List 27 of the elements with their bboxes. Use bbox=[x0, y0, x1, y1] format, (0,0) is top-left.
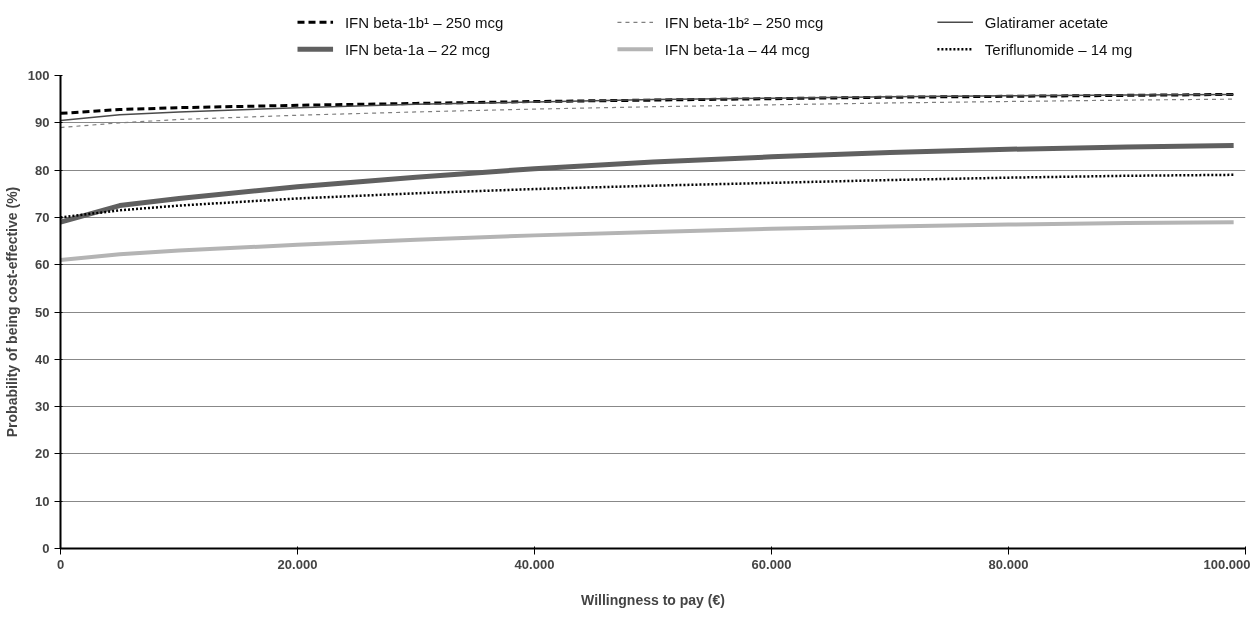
x-tick-label: 60.000 bbox=[751, 556, 792, 572]
y-tick-label: 90 bbox=[35, 115, 50, 131]
y-tick-label: 50 bbox=[35, 304, 50, 320]
y-tick-label: 0 bbox=[42, 541, 50, 556]
y-tick-label: 80 bbox=[35, 162, 50, 178]
line-series bbox=[60, 93, 1235, 122]
legend-label: Teriflunomide – 14 mg bbox=[984, 40, 1133, 58]
x-tick-label: 40.000 bbox=[514, 556, 555, 572]
x-tick-label: 80.000 bbox=[988, 556, 1029, 572]
y-tick-label: 30 bbox=[35, 399, 50, 415]
legend-label: IFN beta-1b¹ – 250 mcg bbox=[344, 13, 504, 31]
y-tick-label: 70 bbox=[35, 209, 50, 225]
x-axis-title: Willingness to pay (€) bbox=[581, 591, 725, 608]
legend-label: IFN beta-1b² – 250 mcg bbox=[664, 13, 824, 31]
x-tick-label: 100.000 bbox=[1203, 556, 1251, 572]
y-tick-label: 40 bbox=[35, 351, 50, 367]
line-series bbox=[60, 220, 1236, 262]
y-tick-label: 60 bbox=[35, 257, 50, 273]
x-tick-label: 20.000 bbox=[277, 556, 318, 572]
y-tick-label: 100 bbox=[27, 68, 50, 83]
y-axis-title: Probability of being cost-effective (%) bbox=[3, 186, 20, 438]
legend-label: IFN beta-1a – 22 mcg bbox=[344, 40, 490, 58]
legend-label: IFN beta-1a – 44 mcg bbox=[664, 40, 810, 58]
y-tick-label: 10 bbox=[35, 493, 50, 509]
x-tick-label: 0 bbox=[56, 556, 65, 572]
y-tick-label: 20 bbox=[35, 446, 50, 462]
legend-label: Glatiramer acetate bbox=[984, 13, 1109, 31]
